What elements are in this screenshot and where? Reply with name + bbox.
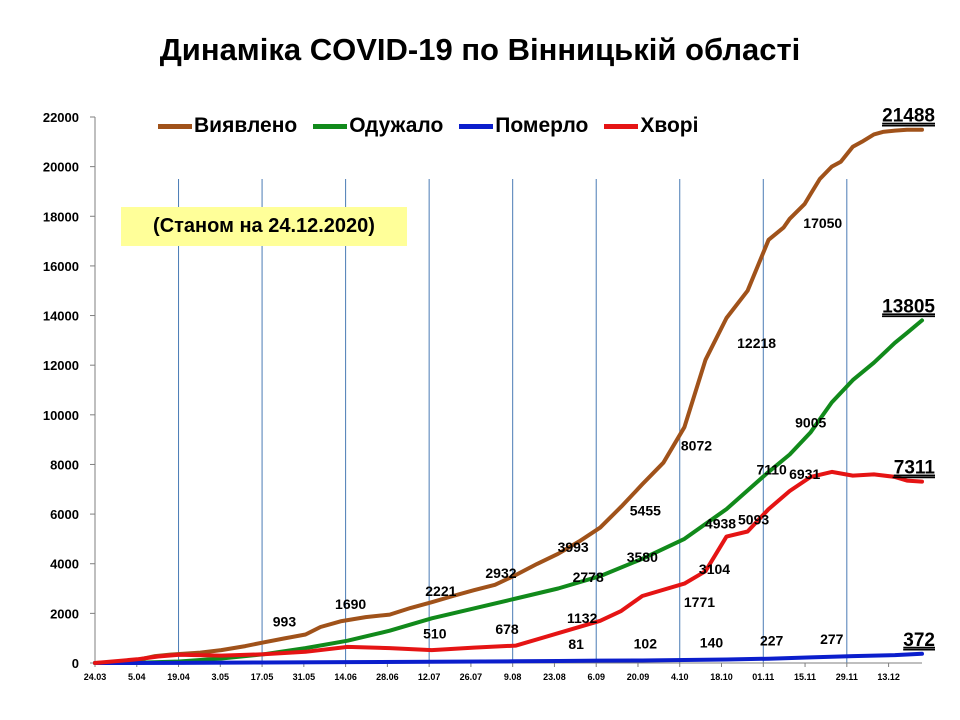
data-label-recovered: 4938: [705, 515, 736, 531]
data-label-sick: 1771: [684, 594, 715, 610]
x-tick-label: 18.10: [710, 672, 733, 682]
data-label-detected: 5455: [630, 503, 661, 519]
x-tick-label: 19.04: [167, 672, 190, 682]
x-tick-label: 15.11: [794, 672, 816, 682]
x-tick-label: 26.07: [460, 672, 483, 682]
data-label-detected: 3993: [558, 539, 589, 555]
legend-label-recovered: Одужало: [349, 114, 444, 137]
y-tick-label: 6000: [50, 507, 79, 522]
series-line-recovered: [93, 318, 924, 665]
data-label-died: 140: [700, 635, 724, 651]
data-label-sick: 3104: [699, 561, 730, 577]
data-label-detected: 17050: [803, 215, 842, 231]
y-tick-label: 10000: [43, 408, 79, 423]
y-tick-label: 20000: [43, 160, 79, 175]
final-value-label-detected: 21488: [882, 106, 935, 127]
legend-item-died: Померло: [459, 114, 588, 138]
data-label-detected: 1690: [335, 596, 366, 612]
data-label-recovered: 9005: [795, 415, 826, 431]
x-tick-label: 14.06: [334, 672, 357, 682]
series-line-sick: [93, 469, 924, 665]
final-value-label-sick: 7311: [894, 458, 936, 479]
data-label-detected: 12218: [737, 335, 776, 351]
y-tick-label: 18000: [43, 209, 79, 224]
x-tick-label: 29.11: [836, 672, 858, 682]
y-tick-label: 16000: [43, 259, 79, 274]
data-label-died: 277: [820, 631, 844, 647]
y-tick-label: 22000: [43, 110, 79, 125]
legend-swatch-recovered: [313, 123, 348, 129]
legend-item-detected: Виявлено: [158, 114, 297, 138]
x-tick-label: 12.07: [418, 672, 441, 682]
data-label-recovered: 678: [495, 621, 519, 637]
data-label-sick: 5093: [738, 512, 769, 528]
x-tick-label: 13.12: [877, 672, 900, 682]
x-tick-label: 24.03: [84, 672, 107, 682]
data-label-detected: 2221: [425, 583, 456, 599]
series-line-detected: [93, 127, 924, 665]
y-tick-label: 2000: [50, 606, 79, 621]
data-label-detected: 993: [273, 613, 297, 629]
y-tick-label: 8000: [50, 457, 79, 472]
x-tick-label: 6.09: [587, 672, 605, 682]
final-value-label-died: 372: [903, 630, 935, 651]
chart-legend: Виявлено Одужало Померло Хворі: [158, 114, 714, 138]
x-tick-label: 17.05: [251, 672, 274, 682]
legend-item-sick: Хворі: [604, 114, 698, 138]
date-note: (Станом на 24.12.2020): [121, 207, 407, 246]
x-tick-label: 31.05: [293, 672, 316, 682]
x-tick-label: 4.10: [671, 672, 689, 682]
legend-label-died: Померло: [495, 114, 589, 137]
x-tick-label: 20.09: [627, 672, 650, 682]
data-label-recovered: 7110: [756, 462, 787, 478]
data-label-recovered: 1132: [567, 610, 598, 626]
data-label-died: 227: [760, 632, 784, 648]
x-tick-label: 23.08: [543, 672, 566, 682]
legend-label-sick: Хворі: [640, 114, 699, 137]
final-value-label-recovered: 13805: [882, 296, 935, 317]
data-label-recovered: 3580: [627, 549, 658, 565]
x-tick-label: 5.04: [128, 672, 146, 682]
x-tick-label: 28.06: [376, 672, 399, 682]
legend-item-recovered: Одужало: [313, 114, 443, 138]
data-label-died: 81: [568, 636, 584, 652]
legend-swatch-died: [459, 123, 494, 129]
x-tick-label: 01.11: [752, 672, 774, 682]
series-line-died: [93, 651, 924, 665]
y-tick-label: 12000: [43, 358, 79, 373]
y-tick-label: 14000: [43, 309, 79, 324]
legend-swatch-detected: [158, 123, 192, 129]
y-tick-label: 0: [72, 656, 79, 671]
y-tick-label: 4000: [50, 557, 79, 572]
data-label-recovered: 2778: [573, 569, 604, 585]
legend-swatch-sick: [604, 123, 639, 129]
x-tick-label: 9.08: [504, 672, 522, 682]
chart-title: Динаміка COVID-19 по Вінницькій області: [159, 32, 801, 67]
data-label-detected: 2932: [485, 565, 516, 581]
data-label-recovered: 510: [423, 625, 447, 641]
data-label-detected: 8072: [681, 438, 712, 454]
data-label-died: 102: [634, 635, 658, 651]
data-label-sick: 6931: [789, 466, 820, 482]
legend-label-detected: Виявлено: [194, 114, 298, 137]
x-tick-label: 3.05: [212, 672, 230, 682]
